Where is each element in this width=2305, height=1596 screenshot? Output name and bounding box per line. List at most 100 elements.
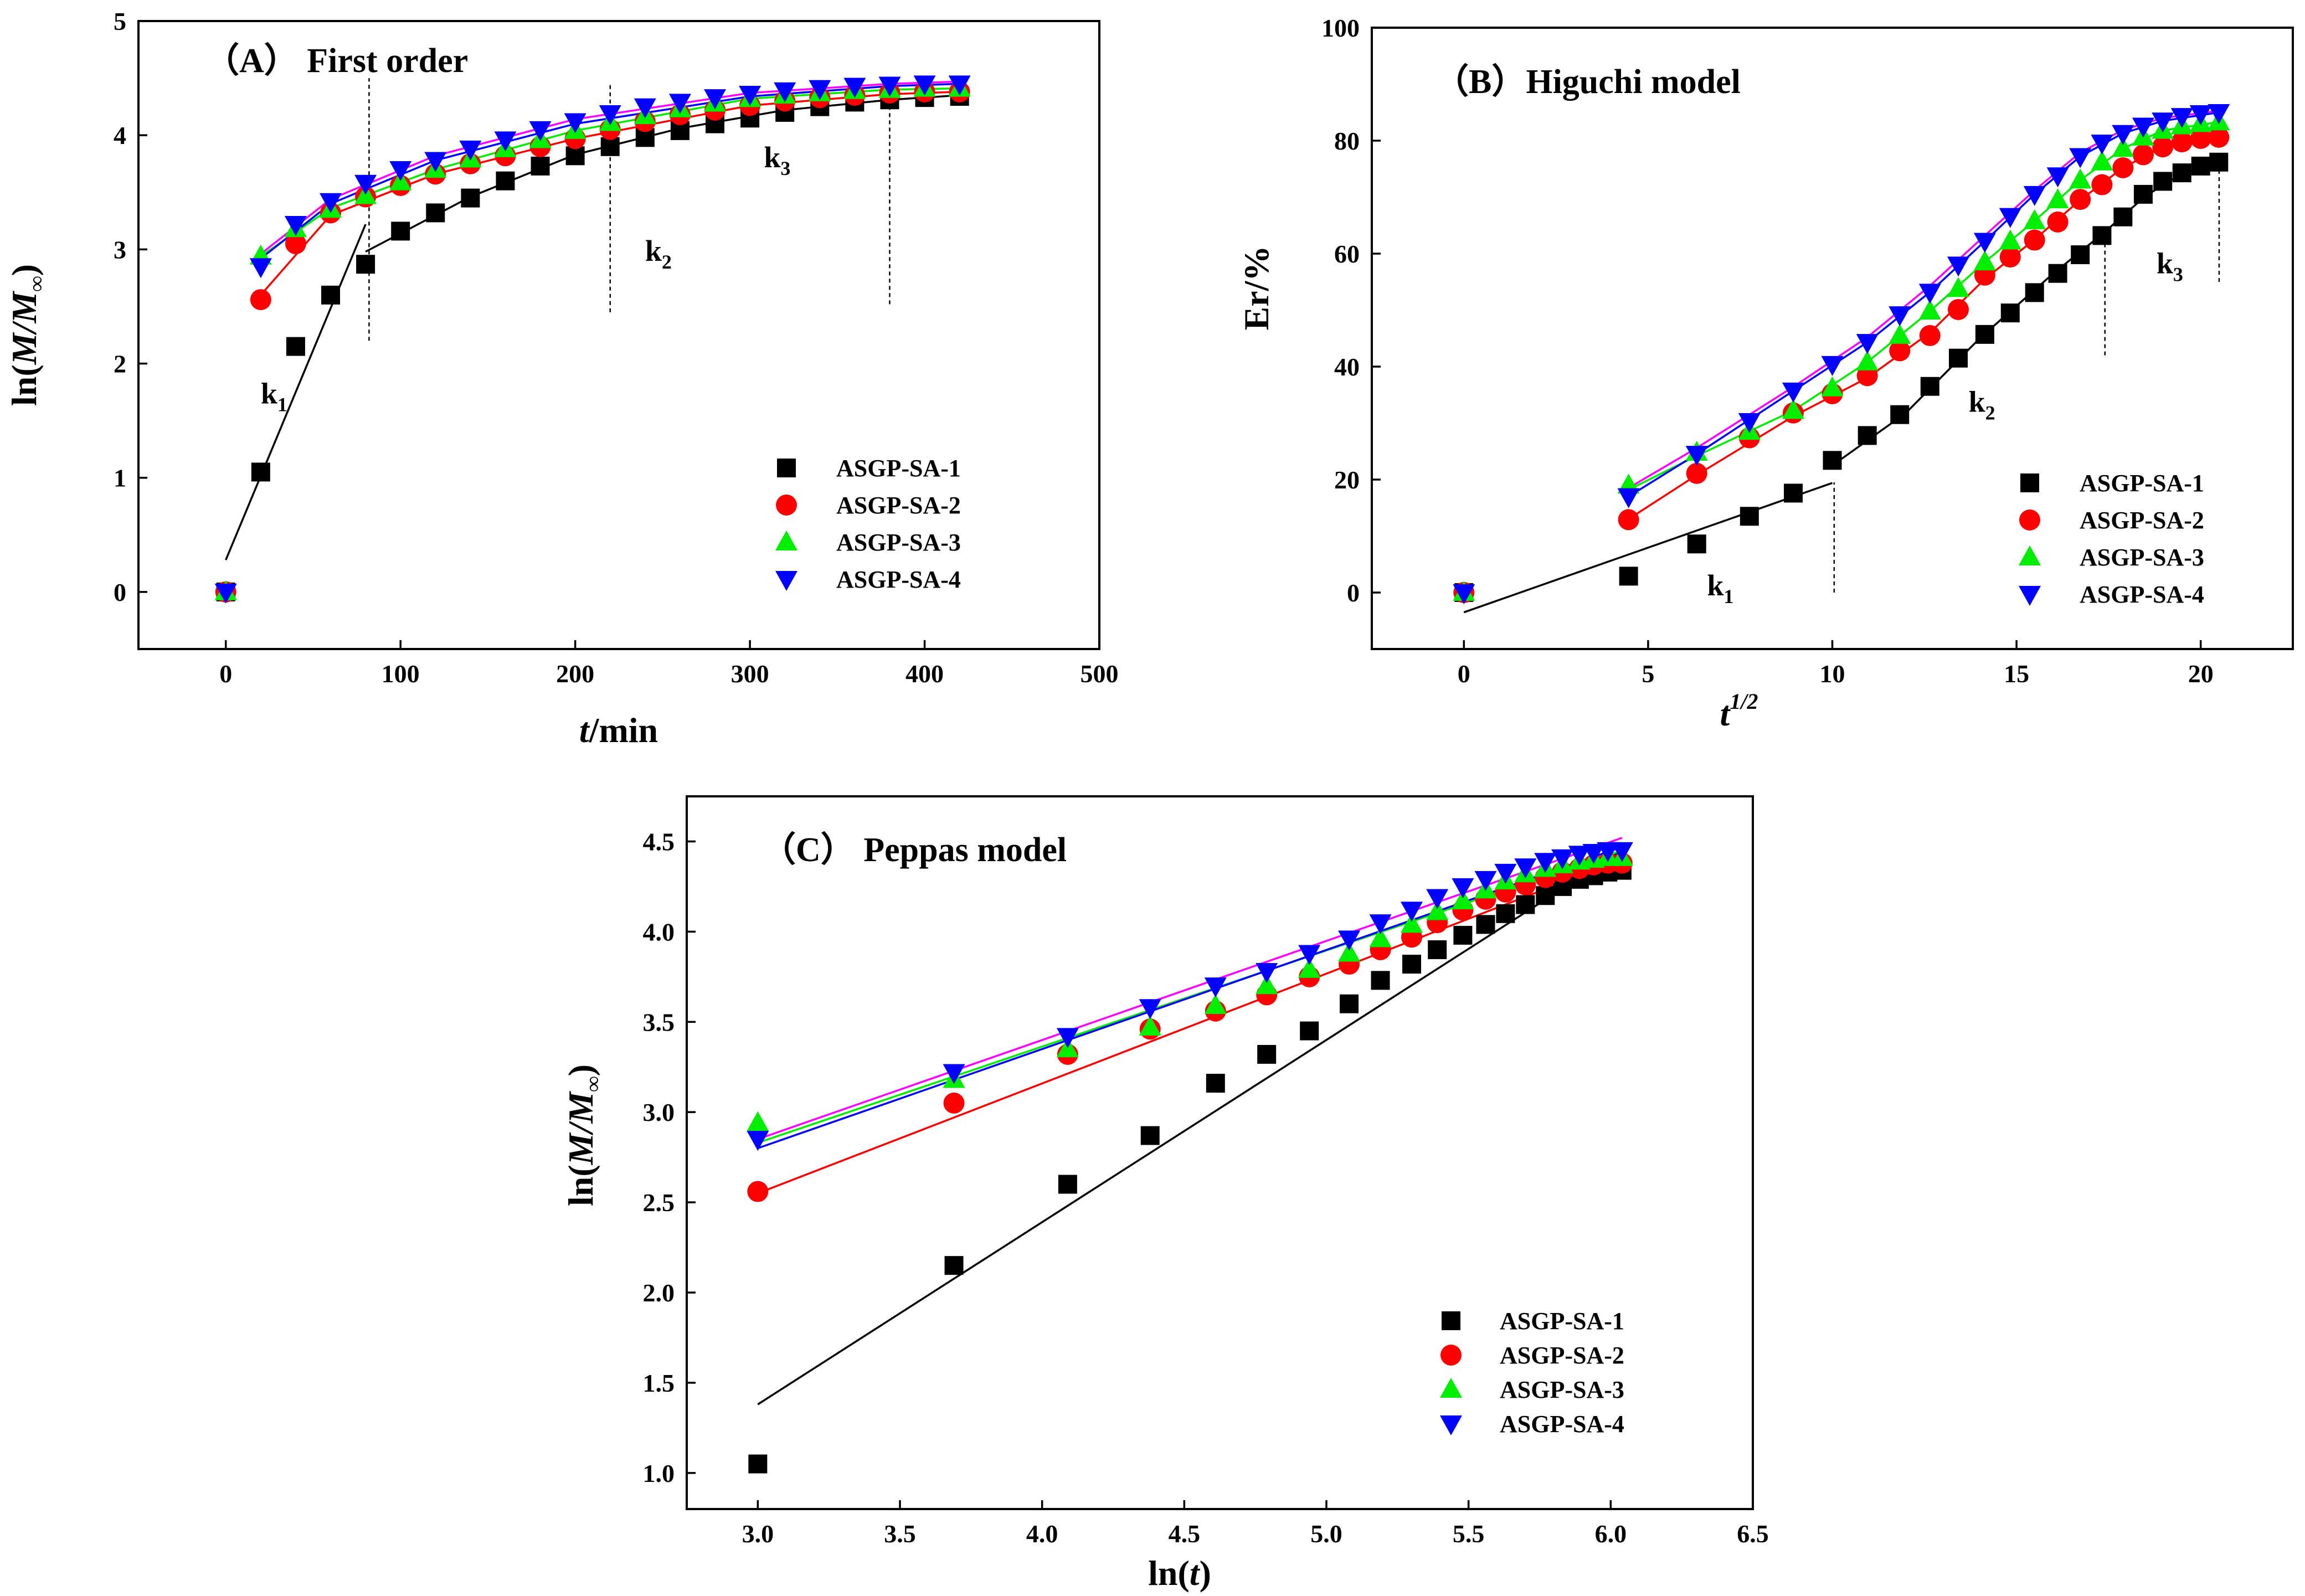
legend-marker-b-1 [2020, 473, 2039, 492]
data-point-a-4-14 [704, 89, 726, 110]
data-point-b-1-12 [2025, 283, 2044, 302]
data-point-c-4-8 [1369, 914, 1392, 935]
x-tick-label-b-2: 10 [1820, 660, 1845, 688]
y-tick-label-a-1: 1 [114, 464, 126, 492]
legend-label-a-1: ASGP-SA-1 [836, 455, 961, 482]
data-point-b-1-1 [1619, 567, 1638, 586]
data-point-c-4-13 [1494, 863, 1517, 884]
data-point-a-4-3 [320, 193, 342, 213]
y-tick-label-c-2: 2.0 [643, 1279, 675, 1307]
y-tick-label-a-2: 2 [114, 350, 126, 378]
data-point-a-1-5 [391, 222, 410, 241]
data-point-c-3-5 [1256, 974, 1278, 995]
y-tick-label-b-3: 60 [1334, 240, 1360, 268]
data-point-c-1-6 [1300, 1021, 1319, 1041]
y-tick-label-a-0: 0 [114, 578, 126, 606]
data-point-a-4-18 [843, 78, 866, 98]
fit-line-c-4 [757, 837, 1623, 1140]
y-tick-label-c-0: 1.0 [643, 1459, 675, 1487]
data-point-b-4-8 [1918, 284, 1941, 304]
data-point-c-4-7 [1338, 930, 1361, 951]
y-axis-label-c: ln(M/M∞) [561, 1064, 605, 1206]
legend-marker-a-1 [777, 459, 796, 477]
y-tick-label-c-5: 3.5 [643, 1008, 675, 1036]
data-point-c-3-6 [1298, 957, 1321, 978]
data-point-b-2-14 [2070, 189, 2091, 210]
y-tick-label-b-1: 20 [1334, 466, 1360, 494]
data-point-a-4-2 [284, 216, 307, 236]
legend-marker-b-4 [2019, 586, 2041, 606]
data-point-b-4-4 [1782, 382, 1804, 403]
data-point-c-1-3 [1140, 1126, 1160, 1145]
plot-frame-c [686, 795, 1754, 1510]
data-point-b-2-9 [1947, 298, 1969, 320]
data-point-c-4-6 [1298, 945, 1321, 965]
panel-title-a: （A） First order [205, 41, 468, 80]
legend-marker-a-2 [776, 495, 797, 516]
legend-label-a-4: ASGP-SA-4 [836, 566, 961, 593]
data-point-b-1-17 [2133, 184, 2153, 204]
data-point-c-3-11 [1452, 889, 1474, 909]
x-tick-label-b-3: 15 [2004, 660, 2029, 688]
stage-label-b-2: k3 [2157, 247, 2183, 286]
data-point-a-1-3 [321, 285, 340, 305]
data-point-b-1-11 [2000, 303, 2020, 323]
data-point-c-1-0 [748, 1454, 768, 1474]
data-point-b-3-12 [2023, 209, 2046, 229]
x-tick-label-a-3: 300 [731, 660, 769, 688]
data-point-b-2-8 [1919, 325, 1941, 346]
data-point-b-1-15 [2092, 226, 2112, 245]
series-b-4 [1453, 104, 2230, 604]
legend-label-c-3: ASGP-SA-3 [1500, 1376, 1624, 1403]
legend-label-b-3: ASGP-SA-3 [2080, 544, 2204, 571]
data-point-a-4-9 [529, 121, 552, 141]
data-point-b-2-11 [1999, 246, 2021, 268]
data-point-b-1-4 [1783, 483, 1803, 503]
legend-marker-b-2 [2019, 509, 2040, 531]
data-point-b-2-21 [2208, 126, 2230, 148]
data-point-a-4-4 [354, 174, 377, 195]
legend-label-c-2: ASGP-SA-2 [1500, 1342, 1624, 1369]
data-point-a-4-12 [634, 98, 656, 119]
x-tick-label-c-6: 6.0 [1595, 1520, 1627, 1548]
data-point-c-2-1 [943, 1092, 965, 1114]
fit-line-a-0 [225, 224, 367, 560]
y-tick-label-b-5: 100 [1321, 14, 1360, 42]
fit-line-b-0 [1463, 482, 1833, 614]
data-point-b-3-9 [1947, 277, 1969, 297]
data-point-c-4-16 [1551, 849, 1574, 869]
data-point-b-3-8 [1918, 300, 1941, 320]
legend-marker-c-3 [1440, 1378, 1462, 1398]
x-tick-label-a-0: 0 [219, 660, 232, 688]
data-point-c-4-5 [1256, 963, 1278, 984]
data-point-c-4-11 [1452, 878, 1474, 898]
x-tick-label-b-1: 5 [1642, 660, 1654, 688]
data-point-c-1-15 [1536, 886, 1555, 905]
stage-label-b-1: k2 [1969, 385, 1995, 424]
data-point-b-3-16 [2112, 137, 2134, 157]
data-point-b-2-2 [1686, 462, 1707, 484]
legend-marker-b-3 [2019, 545, 2041, 565]
data-point-a-4-10 [564, 113, 586, 133]
data-point-b-4-6 [1856, 334, 1879, 354]
data-point-b-4-0 [1453, 584, 1475, 604]
data-point-c-1-8 [1371, 971, 1390, 990]
data-point-a-1-2 [286, 337, 305, 356]
y-tick-label-a-3: 3 [114, 235, 126, 264]
data-point-c-4-20 [1611, 842, 1633, 862]
x-axis-label-c: ln(t) [1148, 1553, 1211, 1593]
series-a-4 [214, 75, 971, 604]
x-tick-label-a-1: 100 [382, 660, 420, 688]
data-point-a-4-8 [494, 131, 517, 152]
data-point-a-4-11 [599, 105, 621, 126]
data-point-c-1-7 [1340, 994, 1359, 1013]
series-c-4 [747, 842, 1633, 1151]
data-point-b-4-11 [1999, 208, 2021, 228]
data-point-b-4-2 [1685, 446, 1708, 466]
data-point-b-3-4 [1782, 399, 1804, 419]
data-point-b-3-7 [1889, 323, 1911, 344]
x-tick-label-a-5: 500 [1081, 660, 1119, 688]
data-point-b-3-6 [1856, 350, 1879, 370]
panel-c-peppas-model: 3.0 3.5 4.0 4.5 5.0 5.5 6.0 6.5 1.0 1.5 2.0 2.5 3.0 3… [561, 795, 1769, 1593]
data-point-c-3-4 [1204, 993, 1227, 1014]
